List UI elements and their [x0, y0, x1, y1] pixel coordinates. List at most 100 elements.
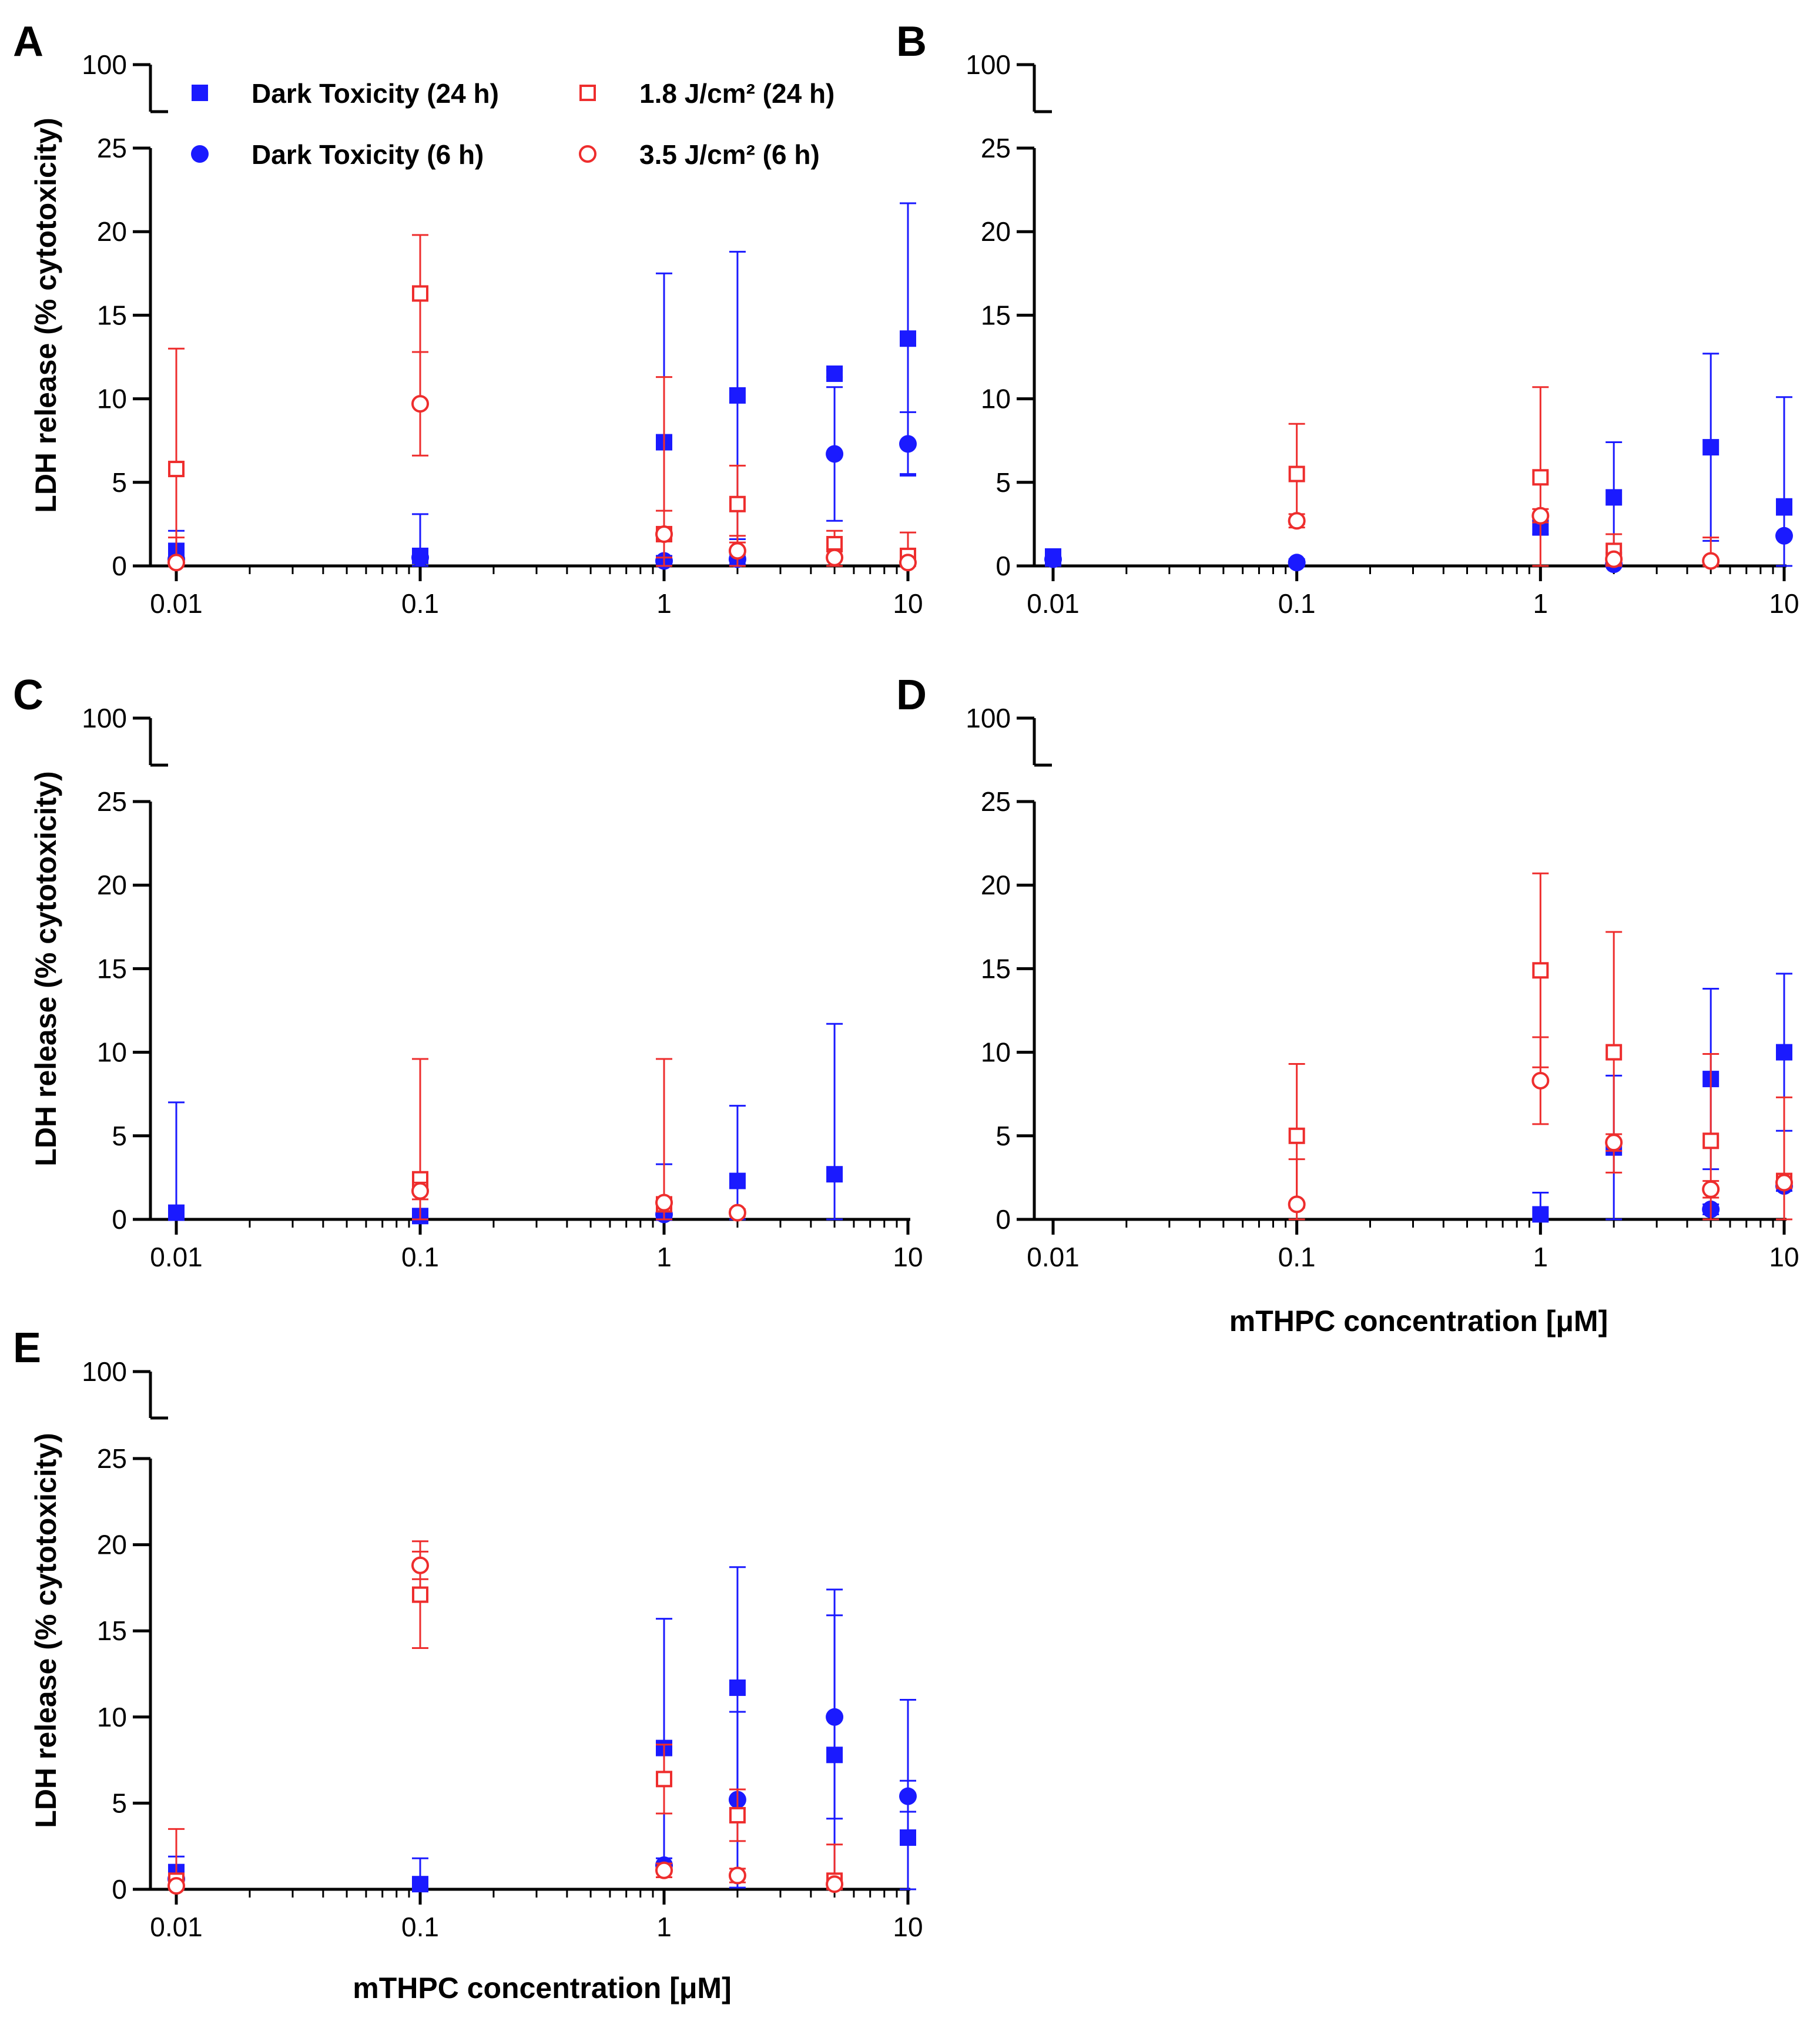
x-tick-label: 0.01	[150, 1912, 203, 1942]
marker-square-open	[656, 1771, 672, 1788]
x-tick-label: 0.1	[401, 1912, 439, 1942]
series-1-8-j-cm-24-h-	[168, 1540, 843, 1890]
y-tick-label: 15	[981, 953, 1011, 984]
marker-circle-filled	[411, 548, 429, 566]
marker-square-filled	[412, 1876, 428, 1893]
marker-circle-open	[728, 542, 746, 560]
marker-circle-filled	[1288, 554, 1306, 572]
marker-circle-filled	[826, 1708, 844, 1726]
marker-square-filled	[900, 330, 916, 347]
marker-circle-open	[579, 145, 596, 163]
panel-label-c: C	[13, 672, 43, 719]
y-tick-label: 15	[97, 300, 127, 330]
y-tick-label: 5	[112, 1788, 127, 1818]
y-tick-label: 25	[97, 133, 127, 163]
panel-a: A 100 0 5 10 15 20 25 0.01 0.1 1 10 LDH release (% c…	[13, 18, 923, 619]
marker-circle-open	[826, 1875, 844, 1893]
series-dark-toxicity-6-h-	[167, 386, 917, 570]
series-1-8-j-cm-24-h-	[168, 234, 916, 567]
marker-square-filled	[729, 1172, 746, 1189]
marker-square-open	[1702, 1132, 1720, 1149]
y-axis-title: LDH release (% cytotoxicity)	[29, 118, 62, 512]
marker-square-filled	[168, 1204, 185, 1221]
y-tick-label: 25	[981, 133, 1011, 163]
marker-square-filled	[1532, 1206, 1549, 1223]
y-tick-label: 100	[82, 49, 127, 80]
marker-square-open	[1532, 962, 1549, 979]
marker-square-filled	[826, 365, 843, 382]
x-tick-label: 0.01	[150, 588, 203, 619]
y-tick-label: 10	[981, 384, 1011, 414]
y-tick-label: 10	[981, 1037, 1011, 1068]
marker-circle-open	[655, 1861, 673, 1879]
series-dark-toxicity-24-h-	[1045, 353, 1792, 567]
marker-square-open	[1288, 465, 1305, 482]
y-axis-title: LDH release (% cytotoxicity)	[29, 771, 62, 1166]
marker-square-filled	[1776, 1044, 1792, 1061]
marker-circle-open	[1605, 550, 1623, 568]
y-axis-title: LDH release (% cytotoxicity)	[29, 1433, 62, 1828]
y-tick-label: 10	[97, 1702, 127, 1732]
y-tick-label: 5	[112, 467, 127, 498]
y-tick-label: 20	[97, 216, 127, 247]
marker-circle-open	[655, 525, 673, 543]
x-tick-label: 1	[656, 1912, 672, 1942]
marker-circle-filled	[899, 435, 917, 453]
marker-circle-filled	[1775, 527, 1793, 545]
marker-circle-open	[1531, 1071, 1550, 1090]
y-tick-label: 25	[97, 786, 127, 817]
x-tick-label: 1	[1533, 588, 1548, 619]
x-tick-label: 1	[656, 588, 672, 619]
marker-circle-filled	[191, 145, 209, 163]
x-tick-label: 10	[893, 1912, 923, 1942]
x-tick-label: 10	[893, 1242, 923, 1272]
series-3-5-j-cm-6-h-	[167, 351, 917, 572]
y-tick-label: 15	[981, 300, 1011, 330]
y-tick-label: 25	[97, 1443, 127, 1474]
marker-square-filled	[900, 1829, 916, 1846]
y-tick-label: 0	[112, 1204, 127, 1235]
marker-circle-filled	[899, 1787, 917, 1805]
x-tick-label: 0.1	[401, 588, 439, 619]
marker-square-filled	[729, 387, 746, 404]
legend-label: Dark Toxicity (6 h)	[252, 139, 484, 170]
x-tick-label: 0.1	[1278, 1242, 1316, 1272]
panel-label-d: D	[896, 672, 927, 719]
series-1-8-j-cm-24-h-	[412, 1058, 672, 1221]
marker-square-open	[579, 85, 596, 101]
marker-circle-open	[1702, 1180, 1720, 1198]
legend-label: Dark Toxicity (24 h)	[252, 78, 499, 109]
series-3-5-j-cm-6-h-	[1288, 1036, 1793, 1221]
panel-b: B 100 0 5 10 15 20 25 0.01 0.1 1 10	[896, 18, 1799, 619]
x-tick-label: 10	[893, 588, 923, 619]
y-tick-label: 0	[996, 551, 1011, 581]
y-tick-label: 100	[82, 703, 127, 733]
y-tick-label: 20	[97, 870, 127, 900]
marker-square-open	[1532, 469, 1549, 486]
panel-label-b: B	[896, 18, 927, 65]
y-tick-label: 0	[996, 1204, 1011, 1235]
y-tick-label: 100	[966, 49, 1011, 80]
marker-square-open	[729, 495, 746, 512]
panel-d: D 100 0 5 10 15 20 25 0.01 0.1 1 10 mTHPC concentrat…	[896, 672, 1799, 1337]
marker-circle-open	[1288, 512, 1306, 530]
marker-square-filled	[1702, 439, 1720, 456]
series-dark-toxicity-24-h-	[1532, 973, 1792, 1223]
x-tick-label: 0.1	[401, 1242, 439, 1272]
x-tick-label: 0.1	[1278, 588, 1316, 619]
marker-circle-open	[728, 1866, 746, 1885]
y-tick-label: 5	[112, 1121, 127, 1151]
marker-circle-open	[167, 1877, 185, 1895]
panel-c: C 100 0 5 10 15 20 25 0.01 0.1 1 10 LDH release (% c…	[13, 672, 923, 1272]
panel-label-a: A	[13, 18, 43, 65]
y-tick-label: 5	[996, 467, 1011, 498]
y-tick-label: 20	[981, 870, 1011, 900]
y-tick-label: 15	[97, 1615, 127, 1646]
marker-circle-open	[411, 1182, 429, 1200]
legend: Dark Toxicity (24 h) Dark Toxicity (6 h) 1…	[191, 78, 834, 170]
marker-square-open	[412, 1586, 428, 1603]
marker-square-open	[1606, 1044, 1623, 1061]
y-tick-label: 0	[112, 551, 127, 581]
series-dark-toxicity-6-h-	[1044, 498, 1793, 574]
